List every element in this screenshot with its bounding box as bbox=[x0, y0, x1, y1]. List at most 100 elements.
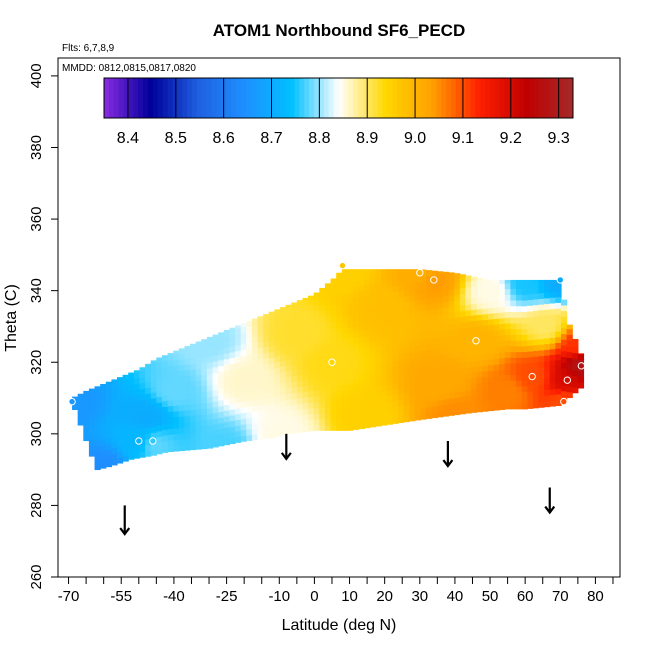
heatmap-cell bbox=[465, 281, 472, 288]
heatmap-cell bbox=[296, 403, 304, 410]
heatmap-cell bbox=[218, 388, 225, 395]
heatmap-cell bbox=[173, 416, 180, 423]
heatmap-cell bbox=[341, 395, 349, 403]
heatmap-cell bbox=[319, 378, 326, 386]
heatmap-cell bbox=[161, 400, 169, 408]
heatmap-cell bbox=[577, 370, 585, 378]
heatmap-cell bbox=[403, 324, 410, 331]
heatmap-cell bbox=[139, 394, 146, 401]
heatmap-cell bbox=[403, 381, 410, 388]
heatmap-cell bbox=[279, 371, 287, 379]
heatmap-cell bbox=[235, 333, 242, 340]
heatmap-cell bbox=[206, 419, 214, 426]
heatmap-cell bbox=[532, 281, 540, 289]
colorbar-tick-label: 8.7 bbox=[260, 130, 282, 147]
heatmap-cell bbox=[364, 370, 371, 377]
heatmap-cell bbox=[493, 324, 500, 331]
heatmap-cell bbox=[398, 393, 405, 401]
heatmap-cell bbox=[409, 288, 416, 296]
heatmap-cell bbox=[251, 388, 259, 395]
heatmap-cell bbox=[448, 272, 455, 279]
heatmap-cell bbox=[476, 371, 483, 378]
heatmap-cell bbox=[532, 401, 540, 409]
heatmap-cell bbox=[544, 366, 551, 373]
heatmap-cell bbox=[375, 339, 382, 347]
heatmap-cell bbox=[504, 357, 512, 364]
heatmap-cell bbox=[240, 389, 247, 396]
heatmap-cell bbox=[145, 444, 152, 452]
colorbar-swatch bbox=[489, 78, 496, 118]
heatmap-cell bbox=[487, 279, 495, 286]
heatmap-cell bbox=[235, 413, 242, 420]
heatmap-cell bbox=[403, 375, 410, 383]
heatmap-cell bbox=[296, 392, 304, 399]
heatmap-cell bbox=[229, 420, 236, 427]
heatmap-cell bbox=[257, 364, 264, 371]
heatmap-cell bbox=[122, 415, 129, 422]
heatmap-cell bbox=[358, 399, 365, 407]
heatmap-cell bbox=[386, 384, 393, 391]
heatmap-cell bbox=[364, 387, 371, 394]
heatmap-cell bbox=[156, 425, 163, 432]
heatmap-cell bbox=[381, 373, 388, 380]
heatmap-cell bbox=[156, 407, 163, 415]
heatmap-cell bbox=[375, 345, 382, 352]
heatmap-cell bbox=[465, 315, 472, 322]
heatmap-cell bbox=[229, 328, 236, 336]
heatmap-cell bbox=[341, 367, 349, 374]
heatmap-cell bbox=[251, 359, 259, 366]
heatmap-cell bbox=[347, 418, 354, 426]
heatmap-cell bbox=[431, 343, 438, 350]
heatmap-cell bbox=[532, 293, 540, 300]
heatmap-cell bbox=[285, 341, 292, 349]
heatmap-cell bbox=[263, 340, 270, 348]
heatmap-cell bbox=[538, 349, 545, 357]
heatmap-cell bbox=[386, 321, 393, 328]
heatmap-cell bbox=[527, 402, 534, 409]
heatmap-cell bbox=[122, 420, 129, 428]
heatmap-cell bbox=[139, 411, 146, 418]
heatmap-cell bbox=[549, 279, 556, 281]
colorbar-swatch bbox=[465, 78, 471, 118]
heatmap-cell bbox=[341, 321, 349, 328]
heatmap-cell bbox=[268, 391, 275, 399]
heatmap-cell bbox=[235, 425, 242, 432]
heatmap-cell bbox=[369, 369, 377, 376]
heatmap-cell bbox=[274, 338, 281, 346]
heatmap-cell bbox=[122, 426, 129, 433]
heatmap-cell bbox=[128, 401, 135, 409]
heatmap-cell bbox=[459, 274, 467, 277]
heatmap-cell bbox=[420, 275, 427, 283]
heatmap-cell bbox=[426, 275, 433, 282]
heatmap-cell bbox=[212, 334, 219, 339]
heatmap-cell bbox=[476, 360, 483, 367]
heatmap-cell bbox=[133, 412, 141, 419]
heatmap-cell bbox=[111, 379, 118, 386]
heatmap-cell bbox=[532, 338, 540, 346]
heatmap-cell bbox=[510, 322, 517, 330]
heatmap-cell bbox=[223, 381, 231, 388]
heatmap-cell bbox=[117, 445, 124, 453]
heatmap-cell bbox=[431, 377, 438, 384]
heatmap-cell bbox=[184, 369, 191, 377]
heatmap-cell bbox=[420, 287, 427, 294]
heatmap-cell bbox=[330, 292, 337, 300]
heatmap-cell bbox=[454, 305, 461, 312]
colorbar-swatch bbox=[240, 78, 247, 118]
colorbar-swatch bbox=[172, 78, 178, 118]
heatmap-cell bbox=[409, 363, 416, 370]
heatmap-cell bbox=[493, 387, 500, 394]
heatmap-cell bbox=[291, 329, 298, 337]
heatmap-cell bbox=[414, 414, 422, 421]
heatmap-cell bbox=[296, 300, 304, 302]
heatmap-cell bbox=[364, 398, 371, 406]
heatmap-cell bbox=[122, 432, 129, 439]
colorbar-swatch bbox=[314, 78, 320, 118]
heatmap-cell bbox=[487, 295, 495, 303]
heatmap-cell bbox=[341, 304, 349, 311]
heatmap-cell bbox=[117, 428, 124, 435]
heatmap-cell bbox=[105, 426, 112, 433]
heatmap-cell bbox=[319, 298, 326, 305]
heatmap-cell bbox=[251, 336, 259, 343]
heatmap-cell bbox=[476, 314, 483, 321]
